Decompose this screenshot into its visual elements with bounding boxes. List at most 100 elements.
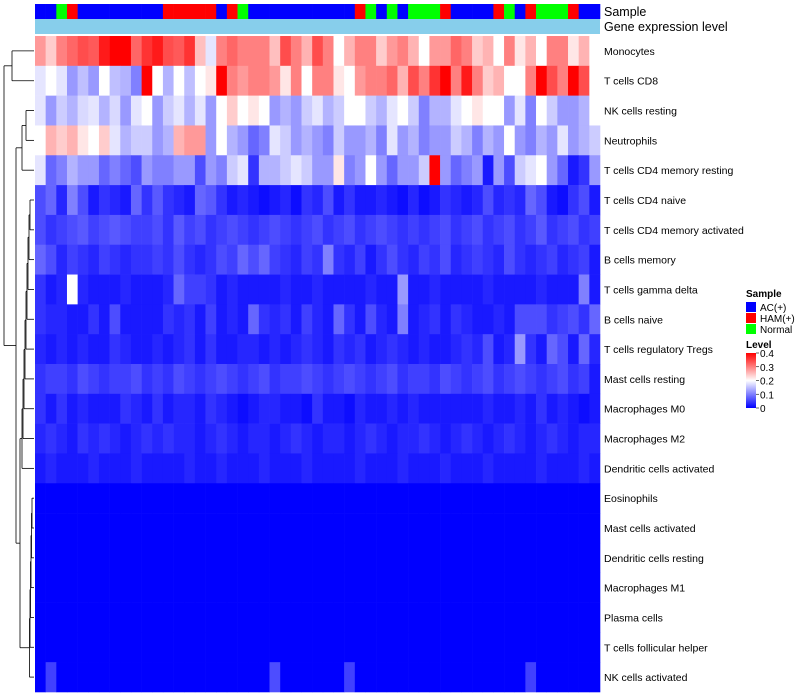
heatmap-cell (120, 334, 132, 365)
row-label: Eosinophils (604, 493, 658, 505)
heatmap-cell (418, 36, 430, 67)
heatmap-cell (589, 65, 601, 96)
heatmap-cell (130, 214, 142, 246)
heatmap-cell (461, 36, 473, 67)
sample-annotation-cell (461, 4, 473, 19)
heatmap-cell (248, 483, 260, 514)
heatmap-cell (280, 244, 292, 275)
heatmap-cell (109, 244, 121, 275)
heatmap-cell (418, 95, 430, 126)
heatmap-cell (162, 542, 174, 574)
heatmap-cell (301, 572, 313, 603)
heatmap-cell (568, 185, 579, 216)
heatmap-cell (365, 393, 377, 424)
heatmap-cell (77, 65, 89, 96)
heatmap-cell (429, 125, 441, 156)
heatmap-cell (173, 214, 185, 246)
heatmap-cell (482, 214, 494, 246)
heatmap-cell (408, 125, 420, 156)
heatmap-cell (237, 304, 249, 335)
heatmap-cell (66, 334, 78, 365)
heatmap-cell (568, 95, 579, 126)
heatmap-cell (440, 513, 452, 544)
sample-annotation-cell (354, 4, 366, 19)
heatmap-cell (344, 95, 356, 126)
heatmap-cell (290, 274, 302, 305)
heatmap-cell (184, 662, 196, 693)
heatmap-cell (45, 542, 57, 574)
heatmap-cell (280, 393, 292, 424)
heatmap-cell (536, 244, 547, 275)
heatmap-cell (56, 304, 68, 335)
heatmap-cell (56, 423, 68, 454)
heatmap-cell (365, 244, 377, 275)
heatmap-cell (589, 453, 601, 484)
heatmap-cell (35, 274, 46, 305)
heatmap-cell (450, 513, 462, 544)
heatmap-cell (578, 36, 590, 67)
heatmap-cell (152, 632, 164, 663)
heatmap-cell (440, 632, 452, 663)
heatmap-cell (88, 602, 100, 633)
heatmap-cell (450, 393, 462, 424)
heatmap-cell (258, 36, 270, 67)
heatmap-cell (557, 364, 569, 395)
heatmap-cell (194, 125, 206, 156)
heatmap-cell (237, 572, 249, 603)
heatmap-cell (258, 602, 270, 633)
heatmap-cell (472, 393, 484, 424)
heatmap-cell (408, 214, 420, 246)
heatmap-cell (450, 334, 462, 365)
heatmap-cell (280, 95, 292, 126)
heatmap-cell (205, 632, 217, 663)
heatmap-cell (162, 572, 174, 603)
heatmap-cell (269, 334, 281, 365)
heatmap-cell (557, 185, 569, 216)
heatmap-cell (226, 662, 238, 693)
heatmap-cell (173, 125, 185, 156)
heatmap-cell (205, 185, 217, 216)
heatmap-cell (344, 662, 356, 693)
heatmap-cell (322, 334, 334, 365)
heatmap-cell (162, 602, 174, 633)
heatmap-cell (504, 274, 516, 305)
heatmap-cell (120, 602, 132, 633)
heatmap-cell (354, 274, 366, 305)
heatmap-cell (248, 453, 260, 484)
heatmap-cell (493, 65, 505, 96)
heatmap-cell (322, 423, 334, 454)
heatmap-cell (77, 125, 89, 156)
heatmap-cell (290, 423, 302, 454)
heatmap-cell (237, 662, 249, 693)
heatmap-cell (205, 65, 217, 96)
heatmap-cell (525, 542, 537, 574)
heatmap-cell (184, 36, 196, 67)
heatmap-cell (290, 214, 302, 246)
heatmap-cell (312, 334, 324, 365)
heatmap-cell (301, 185, 313, 216)
sample-annotation-cell (258, 4, 270, 19)
heatmap-cell (536, 36, 547, 67)
heatmap-cell (312, 513, 324, 544)
heatmap-cell (194, 453, 206, 484)
sample-annotation-cell (493, 4, 505, 19)
heatmap-cell (45, 513, 57, 544)
heatmap-cell (98, 632, 110, 663)
heatmap-cell (194, 364, 206, 395)
heatmap-cell (152, 65, 164, 96)
heatmap-cell (130, 155, 142, 186)
heatmap-cell (344, 423, 356, 454)
heatmap-cell (568, 483, 579, 514)
heatmap-cell (589, 602, 601, 633)
heatmap-cell (386, 572, 398, 603)
row-label: B cells memory (604, 255, 677, 267)
heatmap-cell (408, 662, 420, 693)
row-label: T cells CD8 (604, 76, 658, 88)
heatmap-cell (536, 274, 547, 305)
heatmap-cell (205, 244, 217, 275)
heatmap-cell (408, 65, 420, 96)
heatmap-cell (258, 632, 270, 663)
heatmap-cell (589, 423, 601, 454)
heatmap-cell (312, 453, 324, 484)
heatmap-cell (162, 155, 174, 186)
